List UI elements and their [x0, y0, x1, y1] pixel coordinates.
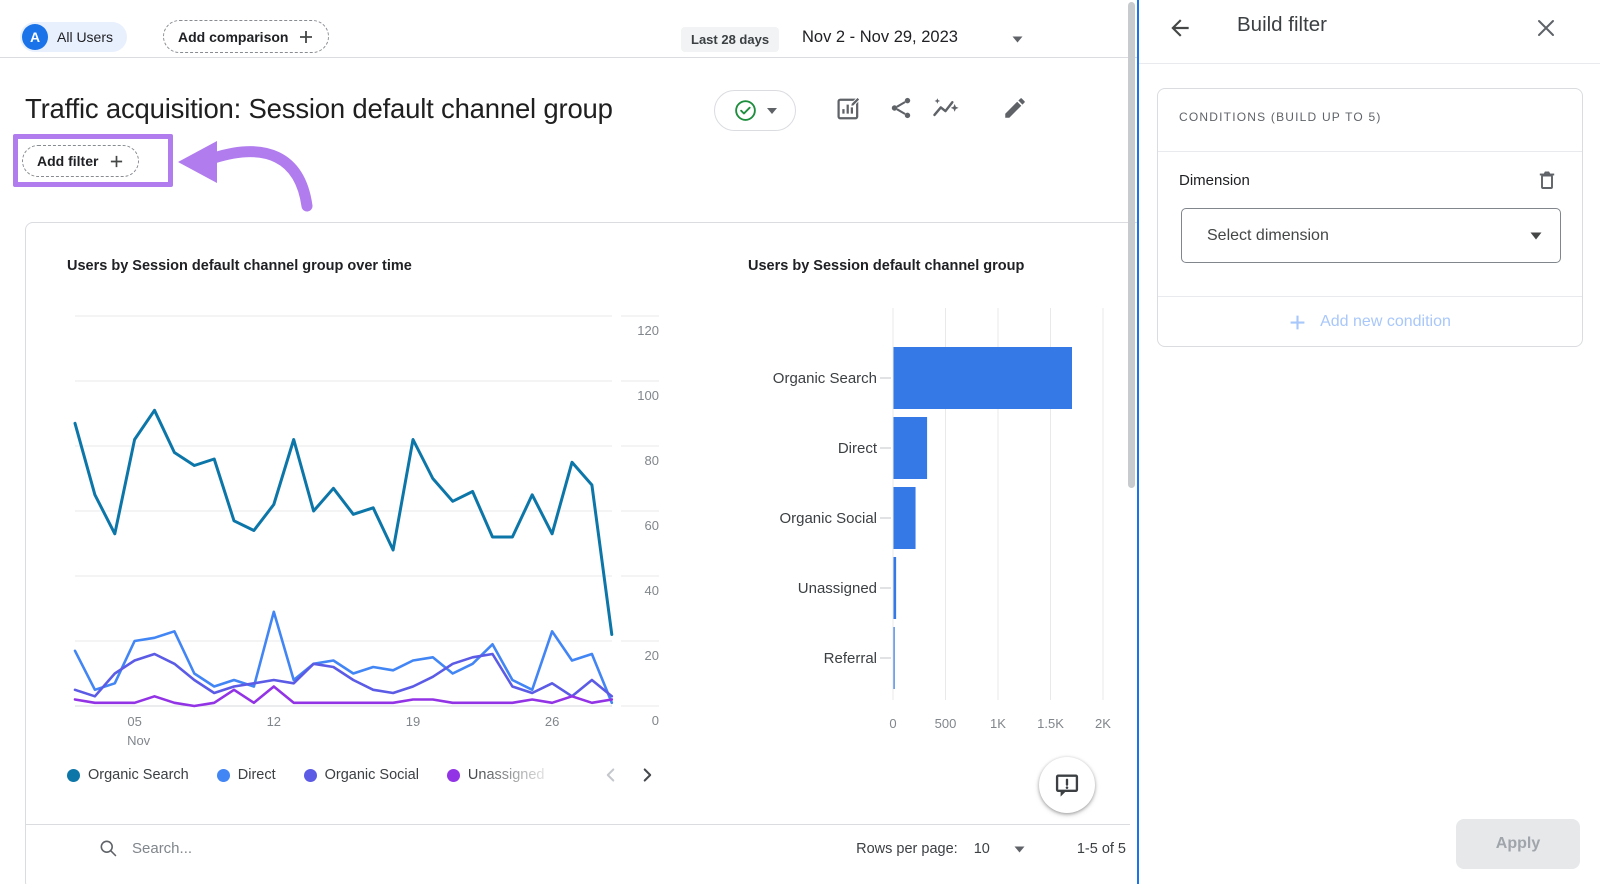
share-icon — [891, 97, 911, 119]
chevron-down-icon — [1530, 232, 1542, 239]
close-panel-button[interactable] — [1531, 13, 1561, 43]
legend-dot — [303, 768, 317, 782]
svg-text:40: 40 — [645, 583, 659, 598]
legend-item-organic-social[interactable]: Organic Social — [303, 767, 419, 783]
svg-text:12: 12 — [267, 714, 281, 729]
close-icon — [1538, 20, 1554, 36]
segment-avatar: A — [22, 24, 48, 50]
conditions-card: CONDITIONS (BUILD UP TO 5) Dimension Sel… — [1157, 88, 1583, 347]
chart-legend: Organic Search Direct Organic Social Una… — [67, 762, 658, 788]
page-title: Traffic acquisition: Session default cha… — [25, 93, 613, 124]
conditions-divider-2 — [1158, 296, 1582, 297]
svg-text:Organic Social: Organic Social — [779, 510, 877, 527]
svg-text:500: 500 — [935, 716, 957, 731]
svg-text:20: 20 — [645, 648, 659, 663]
feedback-button[interactable] — [1039, 757, 1095, 813]
pagination-range-label: 1-5 of 5 — [1076, 841, 1126, 857]
legend-item-direct[interactable]: Direct — [216, 767, 276, 783]
search-icon — [100, 840, 117, 857]
chart-edit-icon — [836, 96, 860, 119]
back-button[interactable] — [1165, 13, 1195, 43]
legend-dot — [67, 768, 80, 782]
date-caret-icon[interactable] — [1012, 36, 1023, 43]
legend-item-organic-search[interactable]: Organic Search — [67, 767, 189, 783]
svg-text:Unassigned: Unassigned — [798, 580, 877, 597]
svg-text:120: 120 — [637, 323, 659, 338]
conditions-divider — [1158, 151, 1582, 152]
legend-item-unassigned[interactable]: Unassigned — [446, 767, 545, 783]
pagination-controls: Rows per page: 10 1-5 of 5 — [856, 841, 1126, 857]
topbar-divider — [0, 57, 1137, 58]
date-range-picker[interactable]: Nov 2 - Nov 29, 2023 — [802, 28, 958, 46]
delete-condition-button[interactable] — [1532, 165, 1562, 195]
add-comparison-button[interactable]: Add comparison — [163, 20, 330, 53]
svg-text:2K: 2K — [1095, 716, 1111, 731]
table-search — [98, 838, 432, 859]
legend-overflow-dot — [572, 768, 586, 782]
bar-chart: 0 500 1K 1.5K 2K Organic Search Direct Organic … — [725, 300, 1135, 750]
annotation-highlight-box — [13, 134, 173, 187]
data-quality-badge[interactable] — [714, 90, 796, 131]
select-dimension-value: Select dimension — [1207, 226, 1329, 244]
rows-per-page-caret-icon[interactable] — [1014, 846, 1025, 853]
line-chart: 0 20 40 60 80 100 120 05 Nov 12 19 26 — [55, 300, 670, 765]
svg-text:0: 0 — [889, 716, 896, 731]
check-circle-icon — [735, 100, 756, 121]
trash-icon — [1539, 171, 1555, 189]
legend-dot — [216, 768, 230, 782]
svg-text:05: 05 — [127, 714, 141, 729]
share-report-button[interactable] — [886, 93, 916, 123]
build-filter-panel: Build filter CONDITIONS (BUILD UP TO 5) … — [1137, 0, 1600, 884]
edit-report-button[interactable] — [1000, 93, 1030, 123]
legend-chevron-left-icon — [606, 768, 614, 782]
insights-button[interactable] — [931, 93, 961, 123]
legend-chevron-right-icon[interactable] — [636, 764, 658, 786]
dimension-label: Dimension — [1179, 172, 1250, 189]
chevron-down-icon — [767, 107, 777, 114]
svg-text:Direct: Direct — [838, 440, 878, 457]
plus-icon — [300, 30, 313, 43]
panel-title: Build filter — [1237, 13, 1328, 36]
svg-text:1.5K: 1.5K — [1037, 716, 1064, 731]
insights-sparkline-icon — [933, 98, 959, 117]
vertical-scrollbar[interactable] — [1128, 2, 1135, 488]
annotation-arrow — [178, 141, 313, 212]
rows-per-page-value[interactable]: 10 — [973, 841, 990, 857]
plus-icon — [111, 155, 123, 167]
svg-text:60: 60 — [645, 518, 659, 533]
panel-header-divider — [1139, 63, 1600, 64]
add-filter-button[interactable]: Add filter — [22, 145, 140, 177]
plus-icon — [1290, 315, 1305, 329]
line-chart-title: Users by Session default channel group o… — [67, 258, 412, 274]
svg-text:0: 0 — [652, 713, 659, 728]
legend-dot — [446, 768, 460, 782]
all-users-label: All Users — [57, 29, 114, 45]
svg-text:Nov: Nov — [127, 733, 151, 748]
svg-text:26: 26 — [545, 714, 559, 729]
report-main-area: A All Users Add comparison Last 28 days … — [0, 0, 1137, 884]
svg-text:80: 80 — [645, 453, 659, 468]
arrow-back-icon — [1171, 19, 1189, 37]
table-footer-divider — [25, 824, 1130, 825]
apply-button[interactable]: Apply — [1456, 819, 1580, 869]
customize-report-button[interactable] — [833, 93, 863, 123]
add-new-condition-button[interactable]: Add new condition — [1158, 297, 1582, 347]
all-users-segment-chip[interactable]: A All Users — [20, 22, 128, 52]
svg-text:100: 100 — [637, 388, 659, 403]
feedback-bubble-icon — [1055, 774, 1079, 797]
conditions-header: CONDITIONS (BUILD UP TO 5) — [1179, 110, 1382, 124]
pencil-icon — [1005, 98, 1025, 118]
svg-text:1K: 1K — [990, 716, 1006, 731]
search-input[interactable] — [132, 840, 432, 857]
date-range-preset-badge: Last 28 days — [681, 27, 780, 52]
svg-text:19: 19 — [406, 714, 420, 729]
rows-per-page-label: Rows per page: — [856, 841, 958, 857]
svg-text:Organic Search: Organic Search — [773, 370, 877, 387]
select-dimension-dropdown[interactable]: Select dimension — [1181, 208, 1561, 263]
bar-chart-title: Users by Session default channel group — [748, 258, 1025, 274]
svg-text:Referral: Referral — [824, 650, 877, 667]
